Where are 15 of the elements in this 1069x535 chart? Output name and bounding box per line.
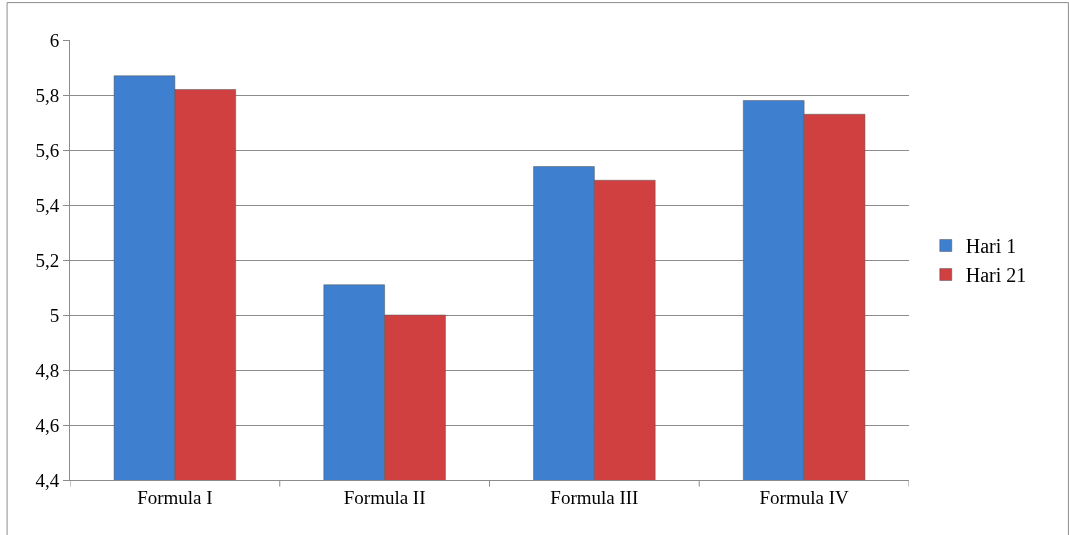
y-tick-label: 5,2 (35, 249, 60, 271)
y-tick-label: 5 (49, 304, 60, 326)
x-tick-label: Formula III (550, 486, 639, 508)
y-tick-label: 4,8 (35, 359, 60, 381)
y-tick-label: 5,8 (35, 84, 60, 106)
x-tick-label: Formula I (137, 486, 213, 508)
x-tick-label: Formula IV (759, 486, 849, 508)
y-tick-label: 4,4 (35, 469, 60, 491)
legend-label: Hari 1 (965, 235, 1017, 258)
x-tick-label: Formula II (343, 486, 426, 508)
legend-label: Hari 21 (965, 264, 1027, 287)
y-tick-label: 4,6 (35, 414, 60, 436)
y-tick-label: 5,4 (35, 194, 60, 216)
y-tick-label: 6 (49, 29, 60, 51)
y-tick-label: 5,6 (35, 139, 60, 161)
